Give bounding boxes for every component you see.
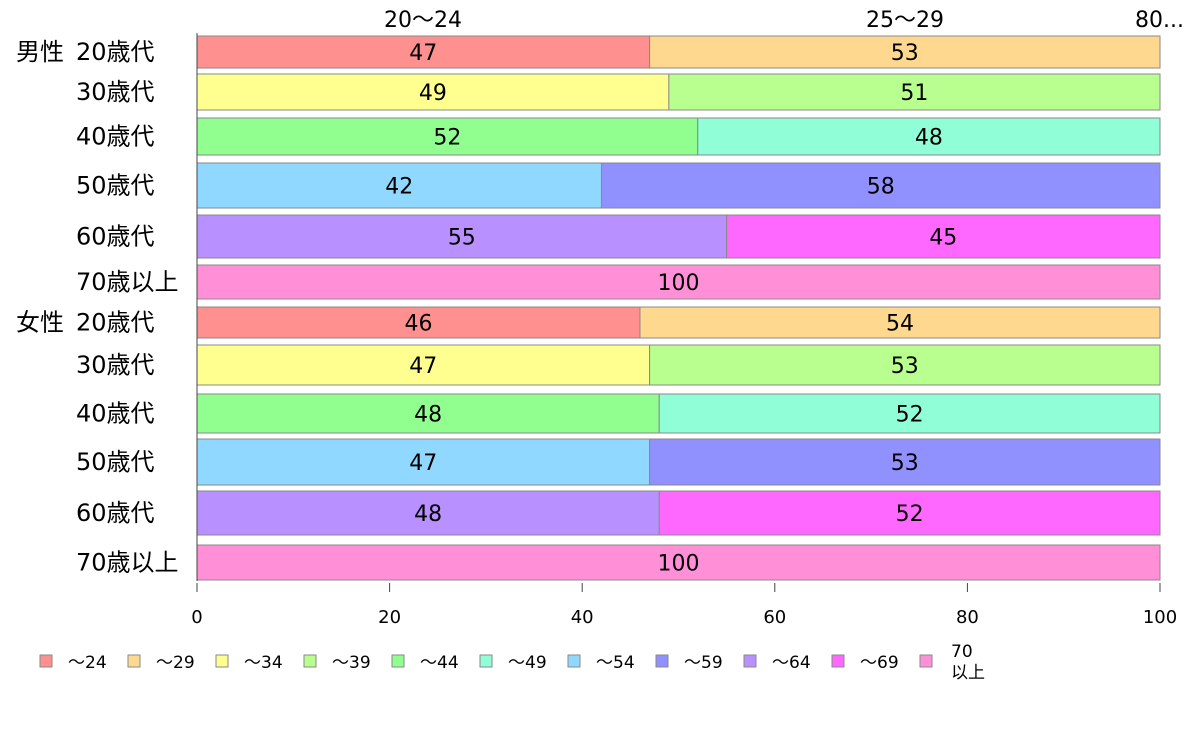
legend-label: 70	[951, 642, 973, 662]
bar-segment	[196, 35, 651, 69]
legend-swatch	[127, 654, 141, 668]
bar-value-label: 100	[658, 552, 700, 577]
bar-value-label: 53	[891, 451, 919, 476]
x-tick-label: 80	[956, 607, 979, 628]
age-group-label: 50歳代	[76, 448, 155, 476]
legend-label: 〜29	[156, 653, 195, 673]
legend-label: 〜34	[244, 653, 283, 673]
bar-segment	[196, 344, 651, 386]
x-tick-label: 20	[378, 607, 401, 628]
bar-segment	[668, 73, 1161, 111]
x-tick-label: 40	[571, 607, 594, 628]
age-group-label: 70歳以上	[76, 549, 179, 577]
bar-value-label: 47	[409, 451, 437, 476]
legend-label: 〜49	[508, 653, 547, 673]
bar-segment	[697, 117, 1161, 156]
bar-segment	[196, 162, 602, 209]
bar-segment	[196, 264, 1161, 300]
legend-label: 以上	[951, 663, 985, 683]
bar-value-label: 47	[409, 41, 437, 66]
bar-value-label: 100	[658, 271, 700, 296]
legend-label: 〜54	[596, 653, 635, 673]
bar-segment	[658, 393, 1161, 434]
bar-value-label: 48	[915, 126, 943, 151]
bar-segment	[196, 306, 641, 339]
legend-label: 〜69	[860, 653, 899, 673]
age-group-label: 60歳代	[76, 223, 155, 251]
bar-value-label: 48	[414, 403, 442, 428]
bar-segment	[639, 306, 1161, 339]
bar-value-label: 52	[896, 403, 924, 428]
bar-value-label: 55	[448, 226, 476, 251]
legend-label: 〜44	[420, 653, 459, 673]
gender-label: 女性	[16, 309, 64, 337]
legend-swatch	[567, 654, 581, 668]
bar-value-label: 58	[867, 175, 895, 200]
age-group-label: 70歳以上	[76, 268, 179, 296]
age-group-label: 60歳代	[76, 499, 155, 527]
legend-swatch	[831, 654, 845, 668]
bar-segment	[649, 438, 1161, 486]
age-group-label: 20歳代	[76, 38, 155, 66]
legend-swatch	[919, 654, 933, 668]
legend-label: 〜64	[772, 653, 811, 673]
bar-value-label: 51	[900, 81, 928, 106]
legend-label: 〜24	[68, 653, 107, 673]
gender-label: 男性	[16, 38, 64, 66]
bar-value-label: 47	[409, 354, 437, 379]
legend-swatch	[655, 654, 669, 668]
legend-swatch	[743, 654, 757, 668]
legend-swatch	[479, 654, 493, 668]
legend-label: 〜39	[332, 653, 371, 673]
bar-value-label: 52	[896, 502, 924, 527]
bar-segment	[649, 35, 1161, 69]
bar-value-label: 46	[404, 312, 432, 337]
x-tick-label: 60	[763, 607, 786, 628]
bar-value-label: 49	[419, 81, 447, 106]
bar-value-label: 52	[433, 126, 461, 151]
bar-segment	[658, 490, 1161, 536]
bar-segment	[196, 544, 1161, 581]
x-tick-label: 100	[1143, 607, 1177, 628]
bar-value-label: 53	[891, 354, 919, 379]
age-group-label: 40歳代	[76, 123, 155, 151]
x-tick-label: 0	[191, 607, 202, 628]
age-group-label: 30歳代	[76, 351, 155, 379]
bar-value-label: 45	[929, 226, 957, 251]
age-group-label: 50歳代	[76, 172, 155, 200]
bar-segment	[649, 344, 1161, 386]
bar-segment	[726, 214, 1161, 259]
bar-value-label: 54	[886, 312, 914, 337]
bar-segment	[196, 117, 699, 156]
legend-label: 〜59	[684, 653, 723, 673]
age-group-label: 40歳代	[76, 400, 155, 428]
bar-value-label: 42	[385, 175, 413, 200]
bar-segment	[196, 490, 660, 536]
legend-swatch	[39, 654, 53, 668]
top-series-label: 25〜29	[866, 8, 944, 33]
legend-swatch	[303, 654, 317, 668]
bar-segment	[196, 73, 670, 111]
age-group-label: 20歳代	[76, 309, 155, 337]
legend-swatch	[215, 654, 229, 668]
bar-value-label: 48	[414, 502, 442, 527]
bar-value-label: 53	[891, 41, 919, 66]
bar-segment	[600, 162, 1161, 209]
top-series-label: 80...	[1135, 8, 1184, 33]
age-group-label: 30歳代	[76, 78, 155, 106]
legend-swatch	[391, 654, 405, 668]
top-series-label: 20〜24	[384, 8, 462, 33]
